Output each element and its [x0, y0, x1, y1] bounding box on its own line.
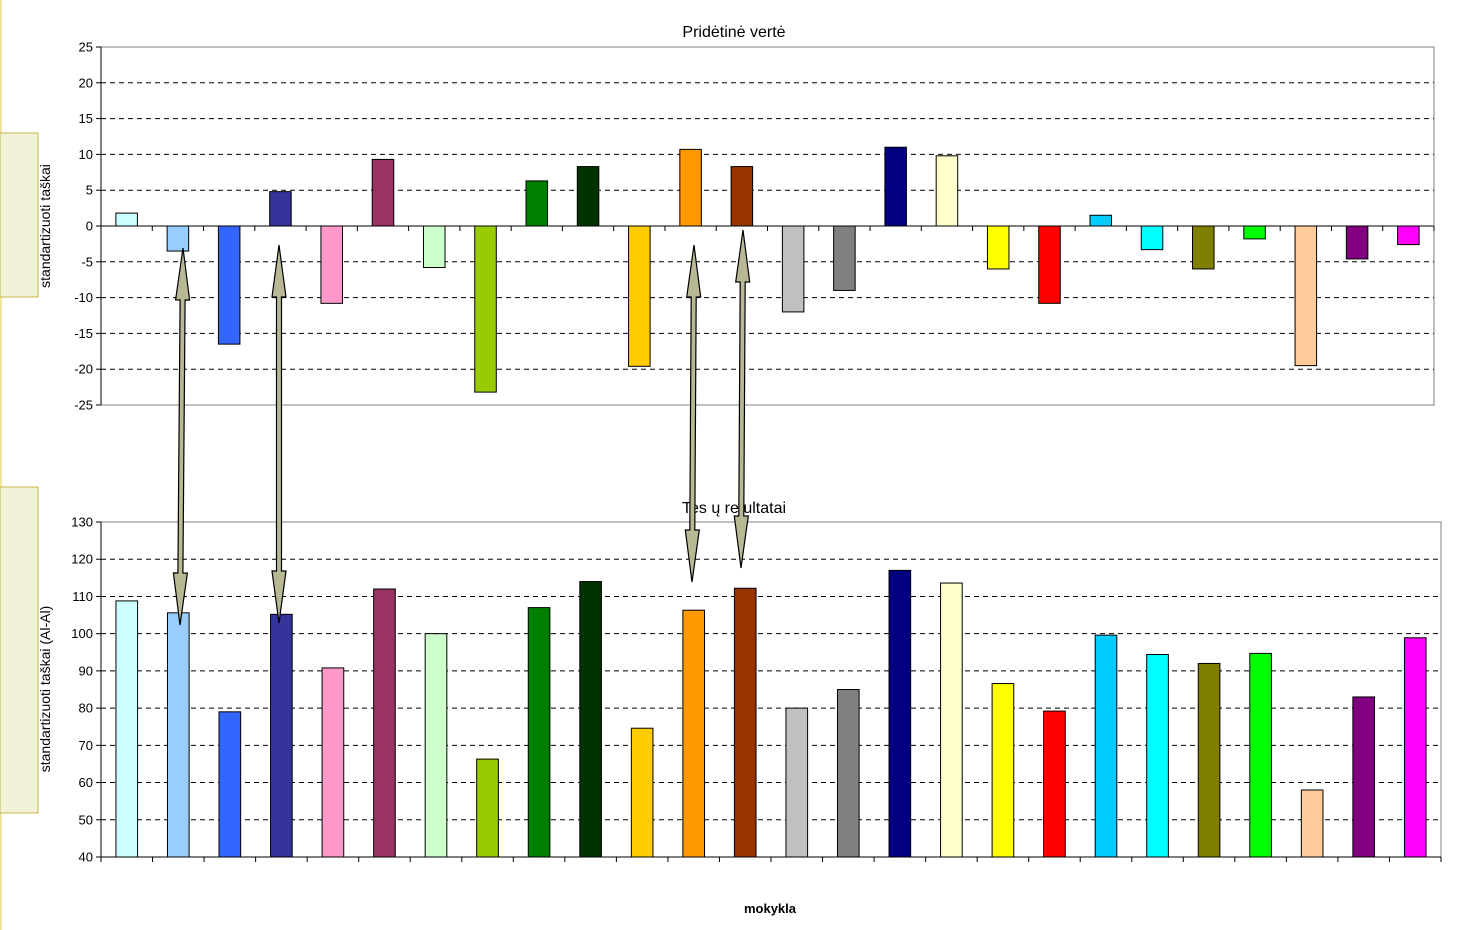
double-arrow — [684, 244, 702, 583]
bottom-bar — [166, 612, 190, 858]
top-y-tick-label: 20 — [79, 75, 93, 90]
double-arrow — [733, 229, 751, 569]
bottom-bar — [1352, 696, 1376, 858]
top-y-tick-label: -15 — [74, 326, 93, 341]
top-y-tick-label: 15 — [79, 111, 93, 126]
double-arrow — [271, 244, 287, 624]
bottom-plot-frame — [100, 521, 1442, 858]
bottom-bar — [1300, 789, 1324, 858]
top-chart-y-axis-label: standartizuoti taškai — [37, 164, 53, 288]
top-y-tick-label: -10 — [74, 290, 93, 305]
bottom-bar — [733, 587, 757, 858]
top-bar — [1192, 225, 1215, 270]
bottom-bar — [527, 607, 551, 858]
bottom-bar — [836, 689, 860, 858]
bottom-bar — [888, 569, 912, 858]
bottom-bar — [476, 758, 499, 858]
overlay-box-top — [0, 132, 39, 298]
top-y-tick-label: 5 — [86, 183, 93, 198]
bottom-bar — [940, 582, 963, 858]
top-bar — [422, 225, 446, 269]
bottom-y-tick-label: 80 — [79, 701, 93, 716]
top-bar — [628, 225, 651, 367]
top-bar — [884, 146, 907, 227]
bottom-bar — [1094, 634, 1118, 858]
bottom-y-tick-label: 100 — [71, 626, 93, 641]
top-chart: Pridėtinė vertė standartizuoti taškai 25… — [37, 24, 1435, 413]
bottom-bar — [1249, 652, 1272, 858]
bottom-y-tick-label: 70 — [79, 738, 93, 753]
bottom-bar — [682, 609, 706, 858]
bottom-y-tick-label: 90 — [79, 663, 93, 678]
top-y-tick-label: -25 — [74, 398, 93, 413]
overlay-box-bottom — [0, 486, 39, 814]
bottom-bar — [321, 667, 345, 858]
top-y-tick-label: -5 — [81, 254, 93, 269]
top-bar — [1345, 225, 1369, 260]
top-bar — [1038, 225, 1061, 304]
top-bar — [269, 191, 292, 227]
left-border-strip — [0, 0, 2, 930]
top-bar — [1140, 225, 1164, 251]
top-bar — [525, 180, 549, 227]
bottom-y-tick-label: 120 — [71, 552, 93, 567]
top-bar — [1243, 225, 1266, 240]
bottom-bar — [785, 707, 809, 858]
top-bar — [371, 158, 395, 227]
top-bar — [781, 225, 805, 313]
top-bar — [474, 225, 497, 393]
top-bar — [833, 225, 856, 291]
top-y-tick-label: 25 — [79, 40, 93, 55]
top-bar — [1294, 225, 1318, 367]
bottom-bar — [270, 613, 293, 858]
bottom-bar — [1043, 710, 1066, 858]
bottom-chart-y-axis-label: standartizuoti taškai (Al-Al) — [37, 606, 53, 773]
top-bar — [679, 148, 702, 227]
bottom-bar — [991, 683, 1015, 858]
top-bar — [115, 212, 138, 227]
bottom-y-tick-label: 50 — [79, 812, 93, 827]
bottom-bar — [1403, 637, 1427, 858]
top-bar — [986, 225, 1010, 270]
bottom-bar — [630, 727, 654, 858]
top-y-tick-label: -20 — [74, 362, 93, 377]
bottom-y-tick-label: 60 — [79, 775, 93, 790]
top-bar — [1089, 214, 1113, 227]
top-bar — [935, 155, 959, 227]
bottom-chart: Tes ų re ultatai standartizuoti taškai (… — [37, 500, 1442, 916]
bottom-chart-title: Tes ų re ultatai — [682, 500, 786, 517]
top-y-tick-label: 0 — [86, 219, 93, 234]
bottom-y-tick-label: 40 — [79, 850, 93, 865]
top-bar — [217, 225, 241, 345]
comparison-arrows — [172, 229, 751, 626]
top-y-tick-label: 10 — [79, 147, 93, 162]
top-bar — [166, 225, 190, 252]
x-axis-label: mokykla — [744, 901, 797, 916]
top-bar — [1397, 225, 1420, 246]
top-bar — [576, 166, 600, 227]
top-bar — [320, 225, 343, 304]
bottom-bar — [373, 588, 396, 858]
bottom-y-tick-label: 110 — [72, 589, 93, 604]
bottom-y-tick-label: 130 — [71, 515, 93, 530]
bottom-bar — [115, 600, 139, 858]
bottom-bar — [424, 633, 448, 858]
top-bar — [730, 166, 754, 227]
bottom-bar — [1197, 662, 1221, 858]
bottom-bar — [218, 711, 242, 858]
bottom-bar — [1146, 654, 1169, 858]
bottom-bar — [579, 581, 602, 858]
top-chart-title: Pridėtinė vertė — [682, 24, 785, 41]
double-arrow — [172, 247, 191, 626]
